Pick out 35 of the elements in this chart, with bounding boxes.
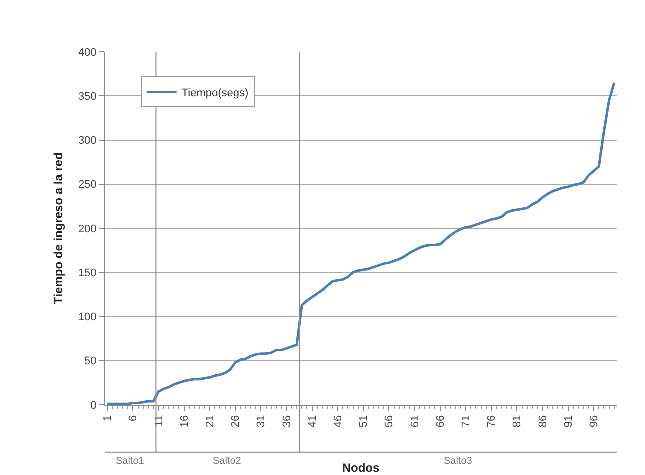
y-tick-label: 0 (90, 400, 97, 412)
y-tick-label: 50 (84, 356, 97, 368)
x-tick-label: 81 (512, 415, 524, 428)
y-axis-title: Tiempo de ingreso a la red (52, 152, 66, 304)
text: Salto2 (213, 456, 242, 467)
x-tick-label: 16 (178, 415, 191, 428)
x-axis-title: Nodos (342, 461, 380, 475)
y-tick-label: 300 (78, 135, 97, 148)
x-tick-label: 71 (460, 415, 473, 428)
y-tick-label: 150 (78, 267, 97, 280)
x-tick-label: 46 (332, 415, 345, 428)
x-tick-label: 76 (486, 415, 498, 428)
y-tick-label: 100 (78, 312, 97, 324)
x-tick-label: 61 (409, 415, 422, 428)
x-tick-label: 6 (128, 415, 140, 422)
y-tick-label: 250 (78, 179, 97, 192)
x-tick-label: 31 (256, 415, 268, 428)
x-tick-label: 26 (230, 415, 242, 428)
line-series (106, 82, 616, 405)
y-tick-label: 350 (78, 90, 97, 103)
text: Salto3 (444, 456, 473, 467)
x-tick-label: 51 (358, 415, 370, 428)
x-tick-label: 56 (384, 415, 396, 428)
x-tick-label: 96 (588, 415, 601, 428)
x-tick-label: 91 (562, 415, 575, 428)
y-tick-label: 400 (78, 46, 97, 59)
x-tick-label: 66 (434, 415, 447, 428)
x-tick-label: 86 (537, 415, 550, 428)
text: Salto1 (116, 456, 145, 467)
x-tick-label: 1 (102, 415, 114, 422)
x-tick-label: 21 (204, 415, 217, 428)
y-tick-label: 200 (78, 223, 97, 236)
x-tick-label: 36 (281, 415, 294, 428)
x-tick-label: 41 (306, 415, 319, 428)
legend-label: Tiempo(segs) (182, 88, 249, 100)
